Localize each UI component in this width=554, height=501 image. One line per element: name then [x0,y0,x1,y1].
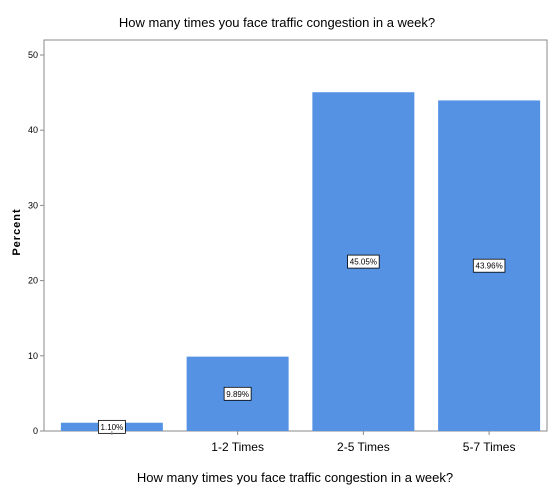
y-tick-label: 10 [28,351,38,361]
y-axis-title: Percent [11,208,23,255]
y-tick-label: 50 [28,50,38,60]
data-label-box [347,254,380,269]
x-tick-label: 2-5 Times [337,440,390,454]
data-label: 9.89% [226,390,249,399]
y-tick-label: 30 [28,200,38,210]
data-label: 43.96% [476,262,503,271]
plot-frame [43,39,548,432]
data-label-box [472,258,506,273]
y-tick-label: 0 [33,426,38,436]
y-tick-label: 40 [28,125,38,135]
chart-title: How many times you face traffic congesti… [119,15,435,30]
data-label: 1.10% [101,423,124,432]
x-tick-label: 1-2 Times [211,440,264,454]
y-tick-label: 20 [28,276,38,286]
x-tick-label: 5-7 Times [463,440,516,454]
y-axis: 0 10 20 30 40 50 [28,50,44,436]
data-label-box [223,386,252,401]
x-axis-title: How many times you face traffic congesti… [137,470,453,485]
x-axis: 1-2 Times 2-5 Times 5-7 Times [111,431,516,454]
data-label: 45.05% [350,258,377,267]
bars-group: 1.10% 9.89% 45.05% 43.96% [60,92,541,434]
